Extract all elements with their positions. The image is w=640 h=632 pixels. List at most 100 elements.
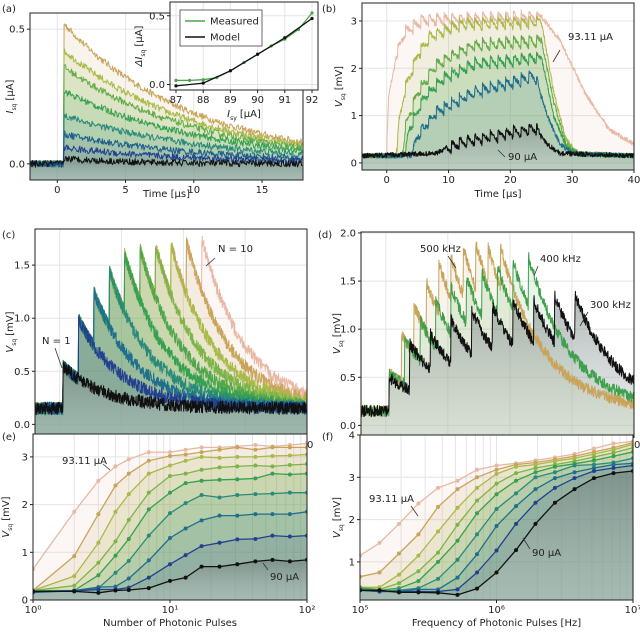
data-point <box>96 573 101 578</box>
data-point <box>514 521 519 526</box>
data-point <box>270 445 275 450</box>
data-point <box>436 485 441 490</box>
data-point <box>199 467 204 472</box>
annotation-label: 90 µA <box>508 152 537 163</box>
data-point <box>436 529 441 534</box>
data-point <box>572 463 577 468</box>
data-point <box>217 513 222 518</box>
data-point <box>199 478 204 483</box>
data-point <box>436 504 441 509</box>
data-point <box>72 574 77 579</box>
series-line <box>30 144 303 168</box>
data-point <box>113 464 118 469</box>
panel-label: (d) <box>318 230 332 241</box>
series-line <box>35 361 307 416</box>
data-point <box>126 492 131 497</box>
y-label-symbol: V <box>332 346 343 354</box>
data-point <box>475 552 480 557</box>
data-point <box>113 570 118 575</box>
annotation-label: N = 1 <box>42 336 71 347</box>
data-point <box>287 534 292 539</box>
data-point <box>514 548 519 553</box>
data-point <box>168 511 172 516</box>
data-point <box>199 493 204 498</box>
data-point <box>494 523 499 528</box>
legend: Measured Model <box>179 9 263 47</box>
series-group <box>360 439 633 600</box>
y-tick-label: 3 <box>351 16 357 27</box>
data-point <box>174 78 178 82</box>
series-fill <box>362 70 634 170</box>
data-point <box>572 476 577 481</box>
data-point <box>455 522 460 527</box>
series-line <box>30 64 303 168</box>
series-line <box>361 290 634 418</box>
data-point <box>183 575 188 580</box>
data-point <box>126 576 131 581</box>
y-label-unit: [mV] <box>5 311 16 335</box>
data-point <box>270 453 275 458</box>
series-fill <box>33 559 307 600</box>
data-point <box>199 445 204 450</box>
data-point <box>533 462 538 467</box>
data-point <box>253 442 258 447</box>
x-tick-label: 40 <box>628 440 640 451</box>
data-point <box>96 560 101 565</box>
series-line <box>361 252 634 418</box>
data-point <box>592 452 597 457</box>
axes-frame <box>169 1 319 91</box>
data-point <box>113 539 118 544</box>
data-point <box>475 475 480 480</box>
y-tick-label: 2 <box>22 500 28 511</box>
x-tick-label: 89 <box>224 95 237 106</box>
y-label-symbol: V <box>334 99 345 107</box>
data-point <box>494 548 499 553</box>
data-point <box>235 493 240 498</box>
data-point <box>217 447 222 452</box>
y-tick-label: 0.5 <box>149 11 165 22</box>
y-tick-label: 0.5 <box>14 367 30 378</box>
data-point <box>310 16 314 21</box>
data-point <box>253 492 258 497</box>
x-tick-label: 10⁵ <box>352 605 369 616</box>
axes-frame <box>29 12 304 181</box>
data-point <box>533 487 538 492</box>
panel-e: 10⁰ 10¹ 10² 0 1 2 3 Number of Photonic Pulses Vs… <box>1 432 315 629</box>
x-axis-label: Isy [µA] <box>227 109 261 122</box>
x-tick-label: 30 <box>566 175 579 186</box>
data-point <box>201 81 205 85</box>
y-axis-label: Vsq [mV] <box>1 496 14 537</box>
data-point <box>455 505 460 510</box>
data-point <box>455 592 460 597</box>
x-tick-label: 15 <box>256 185 269 196</box>
data-point <box>494 492 499 497</box>
data-point <box>113 509 118 514</box>
x-axis-label: Frequency of Photonic Pulses [Hz] <box>412 618 581 629</box>
data-point <box>96 540 101 545</box>
data-point <box>113 483 118 488</box>
x-tick-label: 87 <box>170 95 183 106</box>
data-point <box>72 554 77 559</box>
series-fill <box>360 471 633 600</box>
series-group <box>35 235 307 435</box>
data-point <box>436 590 441 595</box>
series-group <box>30 23 303 180</box>
data-point <box>168 535 172 540</box>
data-point <box>126 517 131 522</box>
data-point <box>146 490 151 495</box>
x-tick-label: 10 <box>187 185 200 196</box>
series-fill <box>362 15 634 170</box>
data-point <box>235 477 240 482</box>
data-point <box>199 518 204 523</box>
data-point <box>187 78 192 82</box>
panel-label: (b) <box>322 4 336 15</box>
data-point <box>96 587 101 592</box>
data-point <box>533 470 538 475</box>
series-line <box>30 23 303 168</box>
y-tick-label: 1.0 <box>340 325 356 336</box>
series-line <box>175 17 313 87</box>
panel-a: 0 5 10 15 0.0 0.5 Time [µs] Isq [µA] (a) <box>2 4 304 200</box>
annotation-leader <box>522 537 531 550</box>
data-point <box>572 487 577 492</box>
